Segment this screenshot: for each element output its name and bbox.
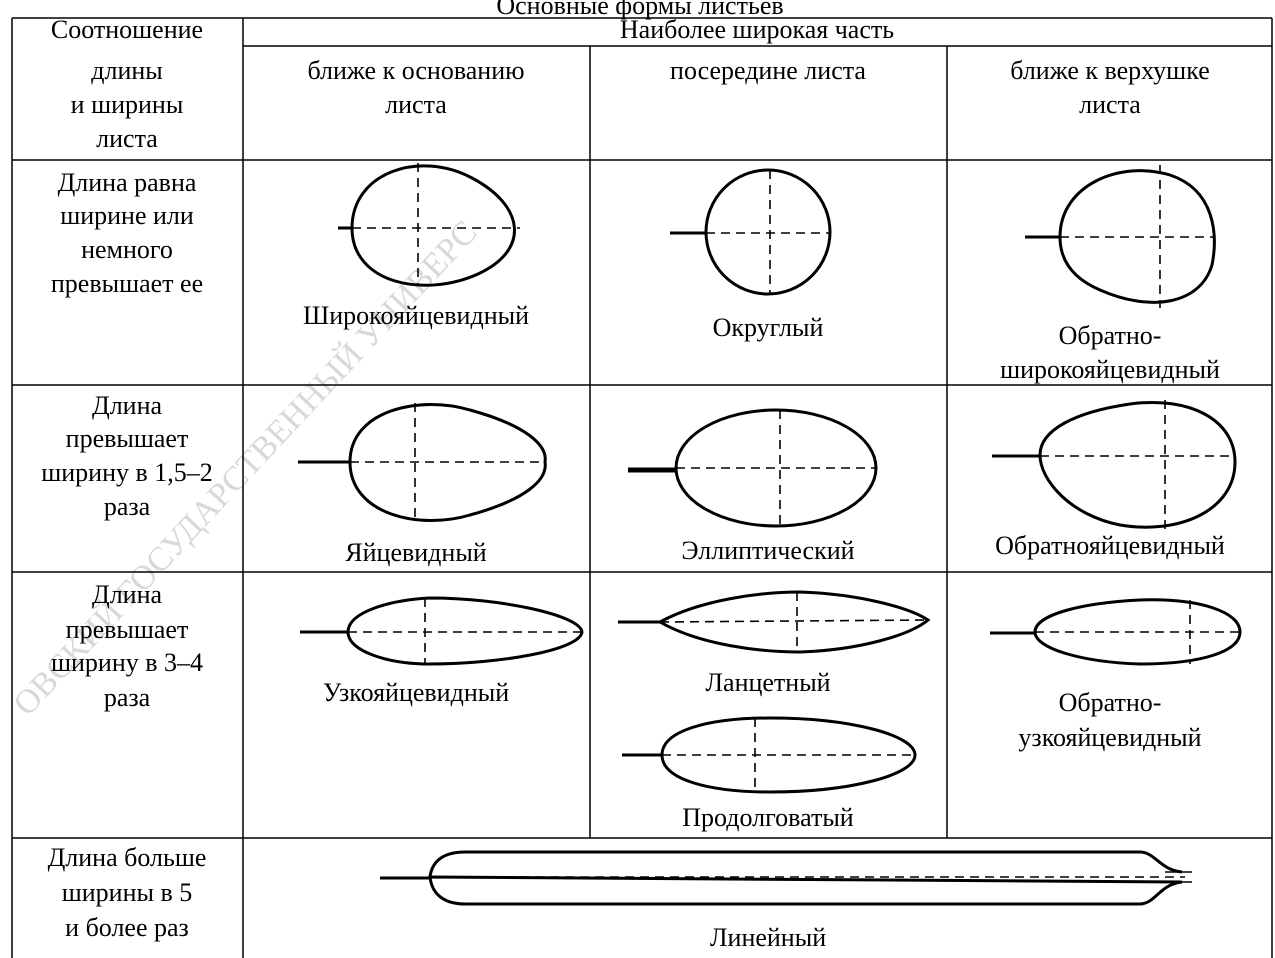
column-header: посередине листа xyxy=(670,56,866,85)
ratio-label: превышает ее xyxy=(51,269,203,298)
table-title: Основные формы листьев xyxy=(496,0,783,20)
leaf-drawings xyxy=(298,163,1242,906)
ratio-label: Длина больше xyxy=(48,843,207,872)
shape-label: Обратнояйцевидный xyxy=(995,531,1225,560)
header-texts: Соотношение длины и ширины листа Наиболе… xyxy=(51,15,1210,153)
shape-label: Широкояйцевидный xyxy=(303,301,529,330)
column-header: ближе к основанию xyxy=(307,56,524,85)
corner-header: и ширины xyxy=(71,90,184,119)
ratio-label: ширину в 3–4 xyxy=(51,648,203,677)
table-grid xyxy=(11,17,1273,958)
ratio-label: Длина равна xyxy=(58,168,197,197)
ratio-label: ширину в 1,5–2 xyxy=(41,458,213,487)
shape-label: Узкояйцевидный xyxy=(323,678,509,707)
ratio-label: превышает xyxy=(66,615,189,644)
ratio-label: ширине или xyxy=(60,201,194,230)
group-header: Наиболее широкая часть xyxy=(620,15,894,44)
corner-header: Соотношение xyxy=(51,15,203,44)
shape-label: Ланцетный xyxy=(705,668,830,697)
ratio-label: ширины в 5 xyxy=(62,878,193,907)
shape-label: Округлый xyxy=(713,313,824,342)
shape-label: Обратно- xyxy=(1059,688,1162,717)
corner-header: длины xyxy=(91,56,163,85)
shape-label: Продолговатый xyxy=(682,803,854,832)
column-header: листа xyxy=(1079,90,1141,119)
shape-label: широкояйцевидный xyxy=(1000,355,1220,384)
corner-header: листа xyxy=(96,124,158,153)
ratio-label: раза xyxy=(104,492,151,521)
ratio-label: Длина xyxy=(92,391,163,420)
shape-label: узкояйцевидный xyxy=(1018,723,1201,752)
row-texts: Длина равна ширине или немного превышает… xyxy=(41,168,1225,952)
ratio-label: и более раз xyxy=(65,913,189,942)
ratio-label: немного xyxy=(81,235,173,264)
column-header: ближе к верхушке xyxy=(1010,56,1209,85)
column-header: листа xyxy=(385,90,447,119)
shape-label: Эллиптический xyxy=(681,536,854,565)
shape-label: Яйцевидный xyxy=(345,538,487,567)
shape-label: Обратно- xyxy=(1059,321,1162,350)
shape-label: Линейный xyxy=(710,923,826,952)
ratio-label: раза xyxy=(104,683,151,712)
ratio-label: Длина xyxy=(92,580,163,609)
ratio-label: превышает xyxy=(66,424,189,453)
